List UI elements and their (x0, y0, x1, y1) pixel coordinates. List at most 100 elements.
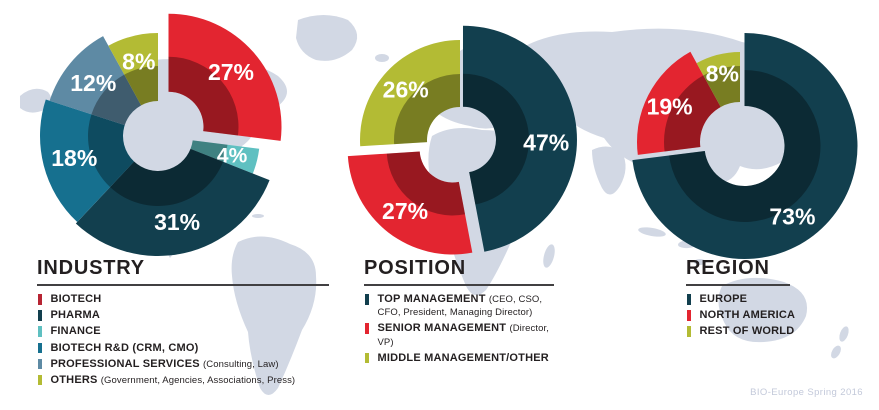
position-donut: 47% 27% 26% (347, 25, 577, 255)
map-hispaniola (252, 214, 264, 218)
slice-percent-label: 26% (383, 76, 429, 102)
legend-item-label: OTHERS (Government, Agencies, Associatio… (50, 373, 296, 386)
donut-slice: 31% (75, 148, 270, 257)
region-legend-title: REGION (686, 257, 770, 279)
legend-item: MIDDLE MANAGEMENT/OTHER (364, 352, 566, 365)
slice-percent-label: 31% (154, 209, 200, 235)
slice-arc (347, 151, 473, 255)
legend-item-detail: (Director, VP) (377, 323, 549, 348)
legend-item-label: BIOTECH R&D (CRM, CMO) (50, 341, 199, 354)
legend-swatch (365, 294, 369, 305)
legend-swatch (38, 294, 42, 305)
region-donut: 73% 19% 8% (632, 32, 858, 259)
footer-credit: BIO-Europe Spring 2016 (750, 387, 863, 398)
legend-item-label: BIOTECH (50, 293, 102, 305)
slice-percent-label: 8% (706, 60, 739, 86)
legend-item-label: REST OF WORLD (699, 325, 795, 338)
map-south-america (231, 236, 317, 395)
slice-arc (49, 36, 142, 126)
legend-item-label: MIDDLE MANAGEMENT/OTHER (377, 351, 549, 364)
industry-donut: 27% 4% 31% 18% 12%8% (40, 13, 282, 257)
legend-swatch (365, 352, 369, 364)
industry-legend: INDUSTRY BIOTECH PHARMA FINANCE BIOTECH R&D… (37, 258, 337, 390)
legend-item-label: NORTH AMERICA (699, 309, 796, 322)
position-legend: POSITION TOP MANAGEMENT (CEO, CSO, CFO, … (364, 258, 566, 368)
slice-arc (632, 32, 858, 259)
slice-inner-shade (703, 66, 740, 107)
donut-slice: 27% (347, 151, 473, 255)
map-alaska (20, 88, 52, 113)
industry-title-underline (37, 284, 329, 286)
donut-slice: 18% (40, 99, 135, 223)
slice-arc (360, 40, 460, 147)
slice-inner-shade (110, 148, 224, 207)
donut-slice: 26% (360, 40, 460, 147)
slice-inner-shade (91, 74, 142, 126)
legend-swatch (365, 323, 369, 334)
legend-item: FINANCE (37, 325, 337, 338)
legend-item: TOP MANAGEMENT (CEO, CSO, CFO, President… (364, 293, 566, 319)
slice-inner-shade (386, 151, 466, 216)
slice-percent-label: 12% (70, 70, 116, 96)
slice-percent-label: 73% (769, 204, 815, 230)
slice-arc (696, 52, 740, 107)
slice-inner-shade (394, 74, 460, 145)
legend-item-detail: (Consulting, Law) (203, 358, 279, 370)
position-legend-items: TOP MANAGEMENT (CEO, CSO, CFO, President… (364, 293, 566, 365)
legend-item-label: PROFESSIONAL SERVICES (Consulting, Law) (50, 357, 279, 370)
slice-arc (108, 33, 158, 106)
map-borneo (694, 259, 706, 265)
donut-slice: 8% (108, 33, 158, 106)
slice-arc (40, 99, 135, 223)
slice-percent-label: 8% (122, 49, 155, 75)
map-india (592, 146, 626, 195)
map-australia (718, 277, 808, 343)
slice-inner-shade (190, 140, 228, 162)
legend-item: PHARMA (37, 309, 337, 322)
position-legend-title: POSITION (364, 257, 466, 279)
legend-item: PROFESSIONAL SERVICES (Consulting, Law) (37, 358, 337, 371)
industry-legend-items: BIOTECH PHARMA FINANCE BIOTECH R&D (CRM, CM… (37, 293, 337, 387)
legend-swatch (38, 310, 42, 321)
slice-arc (190, 140, 260, 174)
donut-slice: 73% (632, 32, 858, 259)
slice-arc (636, 51, 721, 155)
slice-inner-shade (124, 66, 158, 106)
slice-inner-shade (462, 73, 529, 205)
map-iceland (375, 54, 389, 62)
slice-percent-label: 18% (51, 145, 97, 171)
donut-slice: 8% (696, 52, 740, 107)
slice-percent-label: 47% (523, 130, 569, 156)
legend-item: BIOTECH R&D (CRM, CMO) (37, 342, 337, 355)
legend-item-detail: (Government, Agencies, Associations, Pre… (100, 374, 296, 386)
legend-item: EUROPE (686, 293, 826, 306)
map-madagascar (543, 244, 555, 268)
legend-item-detail: (CEO, CSO, CFO, President, Managing Dire… (377, 294, 543, 319)
slice-percent-label: 4% (217, 145, 248, 168)
region-legend-items: EUROPE NORTH AMERICA REST OF WORLD (686, 293, 826, 339)
donut-slice: 4% (190, 140, 260, 174)
region-title-underline (686, 284, 790, 286)
donut-slice: 19% (636, 51, 721, 155)
legend-swatch (38, 326, 42, 337)
slice-percent-label: 27% (382, 198, 428, 224)
legend-item-label: EUROPE (699, 293, 748, 305)
map-new-zealand (839, 326, 849, 342)
legend-item-label: PHARMA (50, 309, 100, 322)
legend-item-label: TOP MANAGEMENT (CEO, CSO, CFO, President… (377, 293, 543, 319)
legend-swatch (687, 294, 691, 305)
donut-slice: 47% (462, 25, 577, 252)
slice-inner-shade (669, 69, 821, 222)
slice-percent-label: 19% (647, 93, 693, 119)
slice-percent-label: 27% (208, 59, 254, 85)
slice-inner-shade (664, 75, 721, 152)
legend-item: NORTH AMERICA (686, 309, 826, 322)
map-indonesia-island (638, 227, 666, 237)
region-legend: REGION EUROPE NORTH AMERICA REST OF WORLD (686, 258, 826, 342)
legend-item-label: SENIOR MANAGEMENT (Director, VP) (377, 322, 549, 348)
donut-slice: 12% (49, 36, 142, 126)
legend-swatch (38, 358, 42, 370)
legend-item-label: FINANCE (50, 325, 101, 338)
donut-slice: 27% (168, 13, 282, 141)
